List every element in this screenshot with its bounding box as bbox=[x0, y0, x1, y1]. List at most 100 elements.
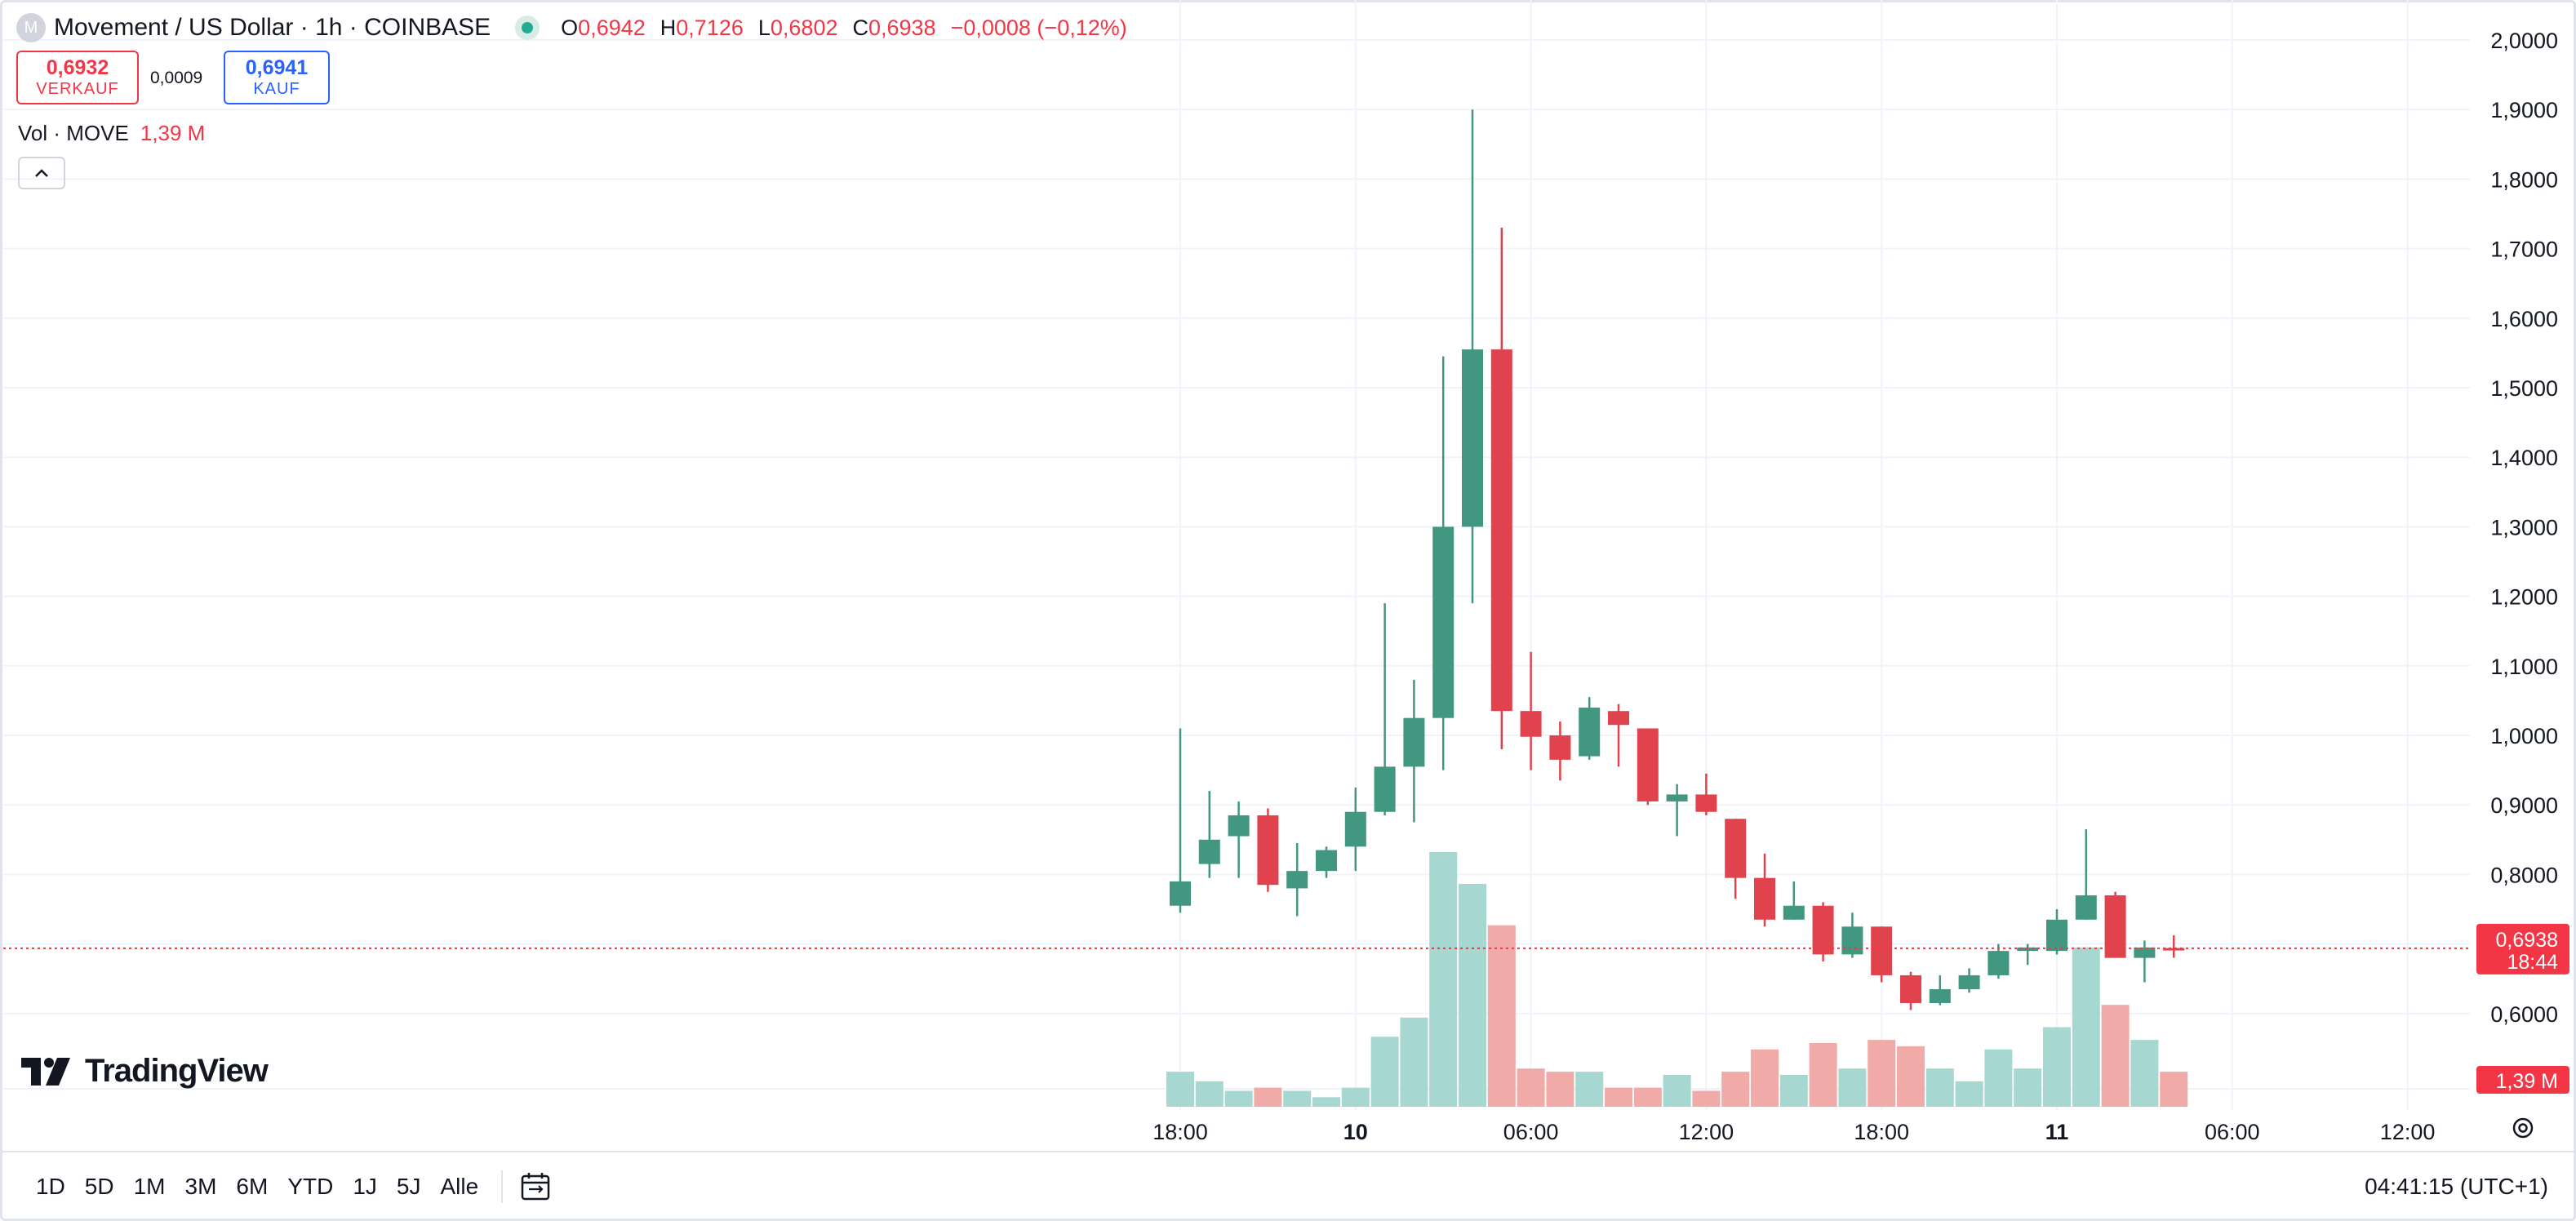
candle-body bbox=[1286, 871, 1308, 889]
volume-bar bbox=[1254, 1087, 1282, 1107]
volume-bar bbox=[1312, 1097, 1340, 1107]
range-6m[interactable]: 6M bbox=[236, 1174, 269, 1199]
volume-bar bbox=[1721, 1072, 1750, 1107]
candle-body bbox=[1579, 707, 1601, 757]
tradingview-logo[interactable]: TradingView bbox=[21, 1053, 269, 1090]
volume-bar bbox=[1517, 1068, 1545, 1107]
range-selector: 1D 5D 1M 3M 6M YTD 1J 5J Alle bbox=[26, 1152, 553, 1221]
volume-bar bbox=[1633, 1087, 1662, 1107]
price-tick-label: 1,5000 bbox=[2490, 376, 2558, 401]
range-alle[interactable]: Alle bbox=[440, 1174, 479, 1199]
price-tick-label: 0,6000 bbox=[2490, 1002, 2558, 1027]
volume-bar bbox=[1868, 1040, 1896, 1107]
volume-bar bbox=[1341, 1087, 1370, 1107]
settings-gear-icon[interactable] bbox=[2509, 1114, 2537, 1142]
candle-body bbox=[1666, 794, 1688, 801]
change-value: −0,0008 (−0,12%) bbox=[950, 15, 1127, 40]
range-3m[interactable]: 3M bbox=[184, 1174, 217, 1199]
volume-legend[interactable]: Vol · MOVE 1,39 M bbox=[18, 121, 205, 146]
volume-badge bbox=[2476, 1066, 2569, 1094]
symbol-title[interactable]: Movement / US Dollar · 1h · COINBASE bbox=[54, 14, 491, 41]
volume-legend-label: Vol · MOVE bbox=[18, 121, 129, 145]
buy-button[interactable]: 0,6941 KAUF bbox=[224, 51, 330, 104]
open-value: 0,6942 bbox=[578, 15, 646, 40]
tradingview-logo-icon bbox=[21, 1057, 70, 1086]
ohlc-legend: O0,6942 H0,7126 L0,6802 C0,6938 −0,0008 … bbox=[561, 16, 1127, 41]
collapse-legend-button[interactable] bbox=[18, 157, 65, 189]
price-tick-label: 1,6000 bbox=[2490, 307, 2558, 331]
range-5j[interactable]: 5J bbox=[396, 1174, 421, 1199]
candle-body bbox=[1374, 766, 1396, 812]
volume-legend-value: 1,39 M bbox=[140, 121, 206, 145]
volume-bar bbox=[2043, 1027, 2071, 1107]
volume-bar bbox=[1487, 925, 1516, 1107]
time-axis-label: 12:00 bbox=[2380, 1120, 2436, 1144]
timezone-clock[interactable]: 04:41:15 (UTC+1) bbox=[2365, 1174, 2548, 1199]
high-key: H bbox=[660, 15, 677, 40]
time-axis-label: 18:00 bbox=[1854, 1120, 1909, 1144]
chart-canvas[interactable]: 2,0000 1,9000 1,8000 1,7000 1,6000 1,5000 1,40… bbox=[0, 0, 2576, 1151]
candle-body bbox=[1257, 815, 1279, 886]
volume-bar bbox=[1809, 1043, 1837, 1107]
volume-bar bbox=[1370, 1037, 1399, 1107]
range-5d[interactable]: 5D bbox=[84, 1174, 114, 1199]
range-1d[interactable]: 1D bbox=[36, 1174, 65, 1199]
volume-bar bbox=[1955, 1081, 1983, 1107]
volume-bar bbox=[1546, 1072, 1574, 1107]
candle-body bbox=[1170, 881, 1191, 906]
sell-button[interactable]: 0,6932 VERKAUF bbox=[16, 51, 139, 104]
candle-body bbox=[1637, 728, 1659, 801]
volume-bar bbox=[1779, 1075, 1808, 1107]
price-tick-label: 1,8000 bbox=[2490, 167, 2558, 192]
price-tick-label: 1,9000 bbox=[2490, 98, 2558, 122]
volume-bar bbox=[2072, 948, 2100, 1107]
range-1m[interactable]: 1M bbox=[133, 1174, 166, 1199]
price-tick-label: 1,2000 bbox=[2490, 585, 2558, 610]
volume-bar bbox=[2014, 1068, 2042, 1107]
volume-bar bbox=[1400, 1017, 1428, 1107]
range-1j[interactable]: 1J bbox=[353, 1174, 377, 1199]
tradingview-wordmark: TradingView bbox=[85, 1053, 269, 1089]
last-price-label: 0,6938 bbox=[2496, 929, 2558, 952]
buy-label: KAUF bbox=[253, 80, 300, 98]
range-ytd[interactable]: YTD bbox=[287, 1174, 334, 1199]
candle-body bbox=[1520, 711, 1542, 737]
candle-body bbox=[2134, 947, 2156, 958]
close-key: C bbox=[852, 15, 868, 40]
time-axis-label: 11 bbox=[2045, 1120, 2069, 1144]
price-tick-label: 0,9000 bbox=[2490, 793, 2558, 818]
go-to-date-calendar-icon[interactable] bbox=[517, 1170, 553, 1203]
candle-body bbox=[2104, 895, 2126, 958]
candle-body bbox=[1725, 819, 1747, 878]
sell-label: VERKAUF bbox=[36, 80, 119, 98]
last-price-badge bbox=[2476, 923, 2569, 975]
time-axis-label: 10 bbox=[1344, 1120, 1368, 1144]
volume-bar bbox=[1925, 1068, 1954, 1107]
price-tick-label: 1,3000 bbox=[2490, 515, 2558, 539]
time-axis-label: 06:00 bbox=[1503, 1120, 1559, 1144]
time-axis-label: 12:00 bbox=[1679, 1120, 1734, 1144]
high-value: 0,7126 bbox=[676, 15, 744, 40]
candle-body bbox=[1988, 951, 2010, 975]
candle-body bbox=[1316, 850, 1337, 872]
candle-body bbox=[1228, 815, 1250, 837]
market-status-icon[interactable] bbox=[515, 16, 540, 40]
candle-body bbox=[1344, 811, 1366, 847]
volume-bar bbox=[1751, 1049, 1779, 1107]
volume-bar bbox=[1605, 1087, 1632, 1107]
candle-body bbox=[1462, 349, 1483, 527]
volume-bar bbox=[2101, 1005, 2130, 1107]
volume-bar bbox=[1166, 1072, 1194, 1107]
price-tick-label: 1,1000 bbox=[2490, 655, 2558, 679]
symbol-logo: M bbox=[16, 13, 46, 42]
candle-body bbox=[1403, 717, 1425, 767]
time-axis-label: 06:00 bbox=[2205, 1120, 2260, 1144]
volume-bar bbox=[1283, 1090, 1312, 1107]
price-tick-label: 1,0000 bbox=[2490, 724, 2558, 748]
close-value: 0,6938 bbox=[868, 15, 936, 40]
candle-body bbox=[1608, 711, 1629, 726]
bar-countdown-label: 18:44 bbox=[2507, 951, 2558, 974]
volume-bar bbox=[1195, 1081, 1224, 1107]
volume-bar bbox=[2130, 1040, 2159, 1107]
